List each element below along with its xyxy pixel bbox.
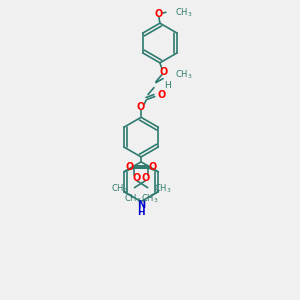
Text: O: O (125, 162, 134, 172)
Text: CH$_3$: CH$_3$ (175, 6, 192, 19)
Text: O: O (141, 173, 149, 183)
Text: O: O (155, 9, 163, 19)
Text: CH$_3$: CH$_3$ (175, 68, 192, 81)
Text: O: O (160, 67, 168, 77)
Text: O: O (148, 162, 157, 172)
Text: H: H (164, 81, 171, 90)
Text: O: O (133, 173, 141, 183)
Text: CH$_3$: CH$_3$ (111, 182, 128, 195)
Text: H: H (137, 208, 145, 217)
Text: O: O (137, 102, 145, 112)
Text: O: O (158, 89, 166, 100)
Text: CH$_3$: CH$_3$ (124, 192, 141, 205)
Text: CH$_3$: CH$_3$ (154, 182, 171, 195)
Text: CH$_3$: CH$_3$ (141, 192, 158, 205)
Text: N: N (137, 200, 145, 211)
